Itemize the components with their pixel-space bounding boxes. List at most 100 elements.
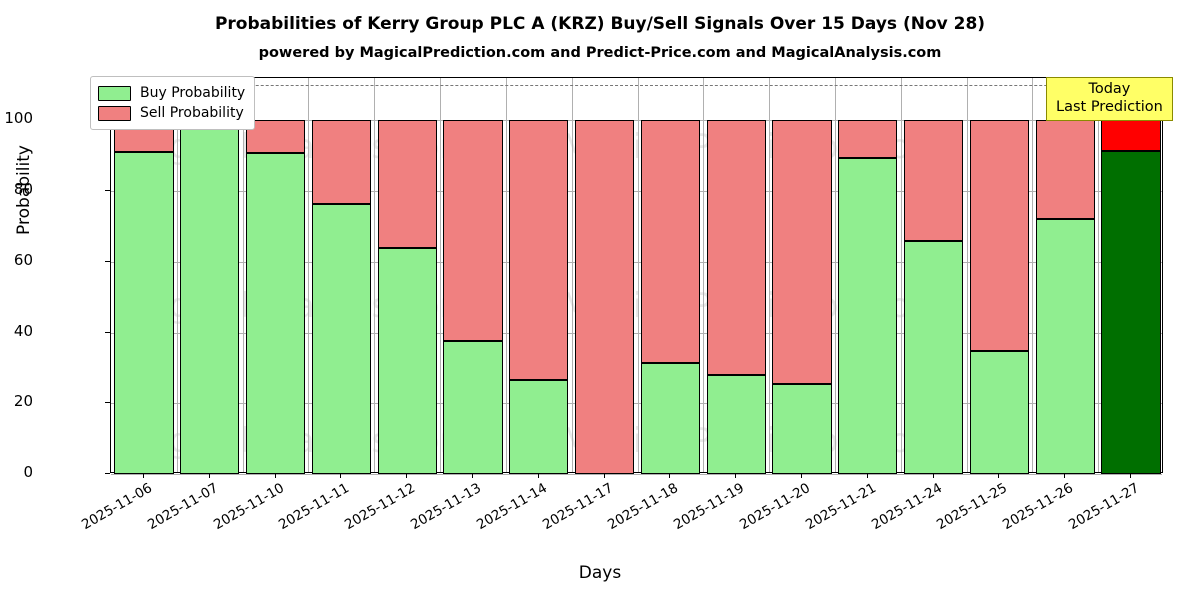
grid-line-vertical (966, 78, 968, 472)
y-axis-tick-label: 100 (4, 109, 33, 128)
bar-segment-sell[interactable] (574, 120, 635, 474)
grid-line-vertical (769, 78, 771, 472)
legend-item-buy[interactable]: Buy Probability (98, 83, 245, 103)
y-axis-tick-label: 40 (13, 321, 33, 340)
bar-segment-buy[interactable] (509, 380, 569, 474)
y-axis-tick-mark (105, 260, 110, 262)
grid-line-horizontal (111, 403, 1162, 405)
grid-line-vertical (440, 78, 442, 472)
bar-column[interactable] (772, 78, 832, 474)
bars-layer (111, 78, 1162, 474)
bar-segment-buy[interactable] (706, 375, 766, 474)
reference-line (111, 85, 1162, 87)
y-axis-tick-mark (105, 402, 110, 404)
bar-segment-buy[interactable] (180, 120, 240, 474)
bar-segment-sell[interactable] (838, 120, 898, 158)
bar-segment-sell[interactable] (969, 120, 1030, 351)
grid-line-vertical (1098, 78, 1100, 472)
bar-column[interactable] (969, 78, 1030, 474)
chart-legend: Buy Probability Sell Probability (90, 76, 256, 130)
bar-segment-sell[interactable] (509, 120, 569, 381)
bar-segment-sell[interactable] (772, 120, 832, 385)
y-axis-tick-mark (105, 190, 110, 192)
legend-label-sell: Sell Probability (140, 105, 244, 121)
grid-line-vertical (242, 78, 244, 472)
bar-segment-buy[interactable] (904, 240, 964, 474)
bar-segment-buy[interactable] (114, 152, 174, 474)
bar-segment-sell[interactable] (245, 120, 306, 154)
bar-segment-sell[interactable] (706, 120, 766, 376)
bar-column[interactable] (838, 78, 898, 474)
grid-line-horizontal (111, 191, 1162, 193)
bar-segment-sell[interactable] (311, 120, 371, 204)
x-axis-tick-mark (142, 473, 144, 478)
grid-line-vertical (1032, 78, 1034, 472)
grid-line-horizontal (111, 261, 1162, 263)
bar-segment-buy[interactable] (640, 362, 700, 474)
legend-label-buy: Buy Probability (140, 85, 246, 101)
bar-segment-sell[interactable] (904, 120, 964, 241)
today-annotation: Today Last Prediction (1046, 77, 1173, 122)
y-axis-tick-label: 0 (23, 463, 33, 481)
legend-item-sell[interactable]: Sell Probability (98, 103, 245, 123)
bar-column[interactable] (245, 78, 306, 474)
grid-line-vertical (505, 78, 507, 472)
bar-column[interactable] (180, 78, 240, 474)
y-axis-tick-mark (105, 331, 110, 333)
x-axis-tick-mark (1064, 473, 1066, 478)
x-axis-tick-mark (735, 473, 737, 478)
y-axis-tick-label: 60 (13, 250, 33, 269)
bar-segment-buy[interactable] (311, 203, 371, 474)
bar-column[interactable] (311, 78, 371, 474)
x-axis-tick-mark (932, 473, 934, 478)
bar-segment-buy[interactable] (443, 341, 503, 474)
x-axis-tick-mark (669, 473, 671, 478)
bar-segment-buy[interactable] (838, 157, 898, 474)
x-axis-tick-mark (603, 473, 605, 478)
bar-column[interactable] (640, 78, 700, 474)
grid-line-vertical (571, 78, 573, 472)
x-axis-tick-mark (998, 473, 1000, 478)
bar-segment-buy[interactable] (377, 247, 437, 474)
bar-column[interactable] (377, 78, 437, 474)
legend-swatch-sell-icon (98, 105, 131, 121)
bar-column[interactable] (1101, 78, 1161, 474)
legend-swatch-buy-icon (98, 85, 131, 101)
bar-segment-sell[interactable] (640, 120, 700, 363)
bar-column[interactable] (114, 78, 174, 474)
grid-line-vertical (308, 78, 310, 472)
bar-segment-sell[interactable] (1035, 120, 1095, 220)
chart-title: Probabilities of Kerry Group PLC A (KRZ)… (214, 14, 986, 34)
bar-column[interactable] (574, 78, 635, 474)
grid-line-horizontal (111, 474, 1162, 475)
bar-segment-buy[interactable] (1035, 219, 1095, 474)
plot-area: MagicalAnalysis.comMagicalPrediction.com… (110, 77, 1163, 475)
bar-column[interactable] (706, 78, 766, 474)
bar-column[interactable] (904, 78, 964, 474)
today-annotation-line2: Last Prediction (1056, 98, 1163, 115)
x-axis-tick-mark (801, 473, 803, 478)
x-axis-tick-mark (471, 473, 473, 478)
bar-column[interactable] (509, 78, 569, 474)
grid-line-vertical (176, 78, 178, 472)
bar-column[interactable] (443, 78, 503, 474)
grid-line-vertical (703, 78, 705, 472)
bar-segment-buy[interactable] (969, 350, 1030, 474)
y-axis-tick-mark (105, 473, 110, 474)
x-axis-tick-mark (1130, 473, 1132, 478)
x-axis-tick-mark (340, 473, 342, 478)
bar-segment-sell[interactable] (1101, 120, 1161, 152)
x-axis-tick-mark (274, 473, 276, 478)
grid-line-horizontal (111, 120, 1162, 122)
bar-segment-buy[interactable] (245, 153, 306, 474)
bar-segment-sell[interactable] (443, 120, 503, 342)
x-axis-label: Days (578, 563, 622, 583)
bar-segment-buy[interactable] (1101, 151, 1161, 474)
grid-line-horizontal (111, 332, 1162, 334)
bar-column[interactable] (1035, 78, 1095, 474)
bar-segment-buy[interactable] (772, 384, 832, 474)
y-axis-label: Probability (14, 145, 34, 235)
grid-line-vertical (834, 78, 836, 472)
bar-segment-sell[interactable] (377, 120, 437, 248)
